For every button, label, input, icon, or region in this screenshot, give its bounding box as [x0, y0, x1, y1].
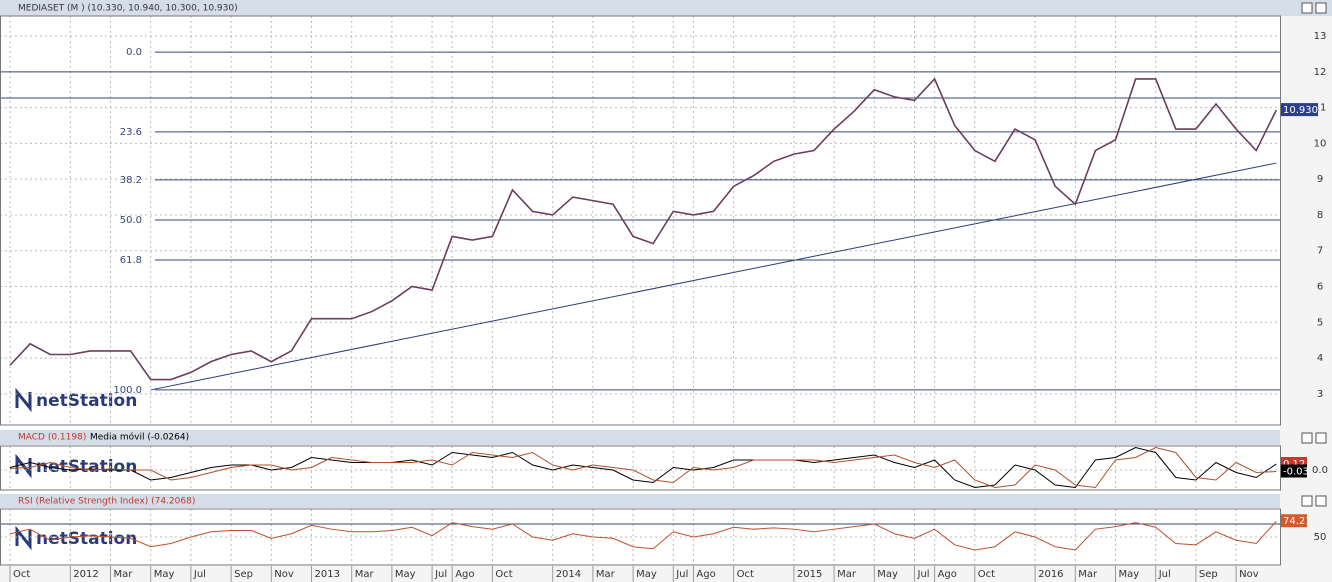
- last-value-label: -0.03: [1283, 467, 1309, 478]
- fib-label: 0.0: [126, 47, 142, 58]
- header-bar: [0, 0, 1332, 16]
- x-tick-label: Nov: [1239, 569, 1259, 580]
- fib-label: 100.0: [113, 385, 142, 396]
- x-tick-label: Oct: [737, 569, 754, 580]
- trendline: [150, 162, 1277, 391]
- fib-label: 61.8: [120, 255, 142, 266]
- restore-button[interactable]: [1301, 432, 1313, 444]
- x-tick-label: May: [877, 569, 898, 580]
- fib-label: 38.2: [120, 175, 142, 186]
- fib-label: 23.6: [120, 127, 142, 138]
- last-value-box: [1281, 103, 1318, 117]
- x-tick-label: May: [154, 569, 175, 580]
- x-tick-label: Sep: [234, 569, 253, 580]
- x-tick-label: 2015: [797, 569, 822, 580]
- panel-frame: [0, 445, 1281, 491]
- y-tick-label: 7: [1317, 246, 1323, 257]
- x-tick-label: Jul: [434, 569, 447, 580]
- x-tick-label: Jul: [917, 569, 930, 580]
- last-value-label: 10.930: [1283, 105, 1318, 116]
- y-tick-label: 11: [1314, 103, 1327, 114]
- panel-frame: [0, 508, 1281, 566]
- panel-frame: [0, 15, 1281, 426]
- y-tick-label: 0.0: [1312, 465, 1328, 476]
- logo-icon: [15, 525, 32, 551]
- logo: netStation: [36, 529, 137, 549]
- x-tick-label: 2016: [1038, 569, 1063, 580]
- panel-subtitle: Media móvil (-0.0264): [90, 432, 189, 443]
- x-tick-label: Jul: [1158, 569, 1171, 580]
- axis-area: [1280, 16, 1332, 566]
- logo-icon: [15, 387, 32, 413]
- x-tick-label: Mar: [355, 569, 375, 580]
- last-value-box: [1281, 514, 1307, 528]
- x-tick-label: Ago: [938, 569, 957, 580]
- close-button[interactable]: [1315, 432, 1327, 444]
- y-tick-label: 4: [1317, 353, 1323, 364]
- close-button[interactable]: [1315, 495, 1327, 507]
- series-line: [9, 77, 1278, 381]
- y-tick-label: 12: [1314, 67, 1327, 78]
- x-tick-label: Mar: [596, 569, 616, 580]
- y-tick-label: 10: [1314, 138, 1327, 149]
- x-tick-label: 2013: [315, 569, 340, 580]
- x-tick-label: May: [1119, 569, 1140, 580]
- x-tick-label: Oct: [978, 569, 995, 580]
- last-value-box: [1281, 464, 1307, 478]
- y-tick-label: 13: [1314, 31, 1327, 42]
- x-tick-label: Ago: [455, 569, 474, 580]
- panel-title: RSI (Relative Strength Index) (74.2068): [18, 497, 195, 507]
- header-bar: [0, 430, 1332, 445]
- x-tick-label: Oct: [13, 569, 30, 580]
- restore-button[interactable]: [1301, 495, 1313, 507]
- x-tick-label: Mar: [1078, 569, 1098, 580]
- y-tick-label: 3: [1317, 389, 1323, 400]
- fib-label: 50.0: [120, 215, 142, 226]
- y-tick-label: 5: [1317, 317, 1323, 328]
- y-tick-label: 50: [1314, 532, 1327, 543]
- y-tick-label: 6: [1317, 282, 1323, 293]
- logo: netStation: [36, 391, 137, 411]
- x-tick-label: Ago: [696, 569, 715, 580]
- series-line: [9, 446, 1277, 489]
- x-tick-label: Nov: [274, 569, 294, 580]
- x-tick-label: Jul: [675, 569, 688, 580]
- header-bar: [0, 494, 1332, 508]
- x-tick-label: Mar: [114, 569, 134, 580]
- logo: netStation: [36, 457, 137, 477]
- x-tick-label: Mar: [837, 569, 857, 580]
- series-line: [9, 446, 1277, 489]
- close-button[interactable]: [1315, 2, 1327, 14]
- x-tick-label: 2012: [73, 569, 98, 580]
- x-tick-label: Jul: [193, 569, 206, 580]
- x-tick-label: Oct: [495, 569, 512, 580]
- window-buttons[interactable]: [1301, 2, 1327, 507]
- x-tick-label: 2014: [556, 569, 581, 580]
- time-axis: [0, 566, 1332, 582]
- x-tick-label: May: [636, 569, 657, 580]
- series-line: [9, 520, 1277, 551]
- restore-button[interactable]: [1301, 2, 1313, 14]
- y-tick-label: 9: [1317, 174, 1323, 185]
- x-tick-label: May: [395, 569, 416, 580]
- panel-title: MACD (0.1198): [18, 433, 86, 443]
- x-tick-label: Sep: [1199, 569, 1218, 580]
- y-tick-label: 8: [1317, 210, 1323, 221]
- chart-title: MEDIASET (M ) (10.330, 10.940, 10.300, 1…: [18, 4, 238, 14]
- last-value-label: 74.21: [1283, 516, 1312, 527]
